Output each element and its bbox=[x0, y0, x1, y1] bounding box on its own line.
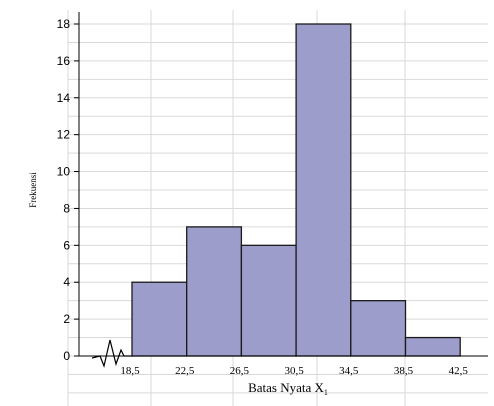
y-ticks-group: 0 2 4 6 8 10 12 14 16 18 bbox=[57, 17, 79, 363]
x-tick-label: 18,5 bbox=[120, 365, 140, 377]
axis-break-zigzag bbox=[91, 339, 132, 369]
x-tick-label: 42,5 bbox=[449, 365, 469, 377]
y-tick-label: 6 bbox=[63, 238, 70, 252]
y-tick-label: 2 bbox=[63, 312, 70, 326]
histogram-bar bbox=[240, 244, 297, 357]
y-tick-label: 18 bbox=[57, 17, 71, 31]
x-axis-title: Batas Nyata X1 bbox=[248, 380, 328, 397]
x-axis-title-subscript: 1 bbox=[324, 388, 328, 397]
x-axis-title-main: Batas Nyata X bbox=[248, 380, 324, 395]
y-tick-label: 16 bbox=[57, 54, 71, 68]
axes-group bbox=[78, 12, 488, 369]
y-tick-label: 8 bbox=[63, 201, 70, 215]
histogram-bar bbox=[350, 300, 407, 357]
histogram-bar bbox=[186, 226, 243, 357]
y-axis-title: Frekuensi bbox=[28, 172, 38, 208]
x-ticks-group: 18,5 22,5 26,5 30,5 34,5 38,5 42,5 bbox=[120, 365, 468, 377]
y-tick-label: 10 bbox=[57, 165, 71, 179]
x-tick-label: 38,5 bbox=[394, 365, 414, 377]
x-tick-label: 26,5 bbox=[230, 365, 250, 377]
y-tick-label: 4 bbox=[63, 275, 70, 289]
y-tick-label: 14 bbox=[57, 91, 71, 105]
y-tick-label: 0 bbox=[63, 349, 70, 363]
x-tick-label: 34,5 bbox=[339, 365, 359, 377]
histogram-bar bbox=[404, 336, 461, 357]
y-tick-label: 12 bbox=[57, 128, 71, 142]
x-tick-label: 30,5 bbox=[284, 365, 304, 377]
x-tick-label: 22,5 bbox=[175, 365, 195, 377]
histogram-bar bbox=[131, 281, 188, 357]
histogram-bar bbox=[295, 23, 352, 357]
